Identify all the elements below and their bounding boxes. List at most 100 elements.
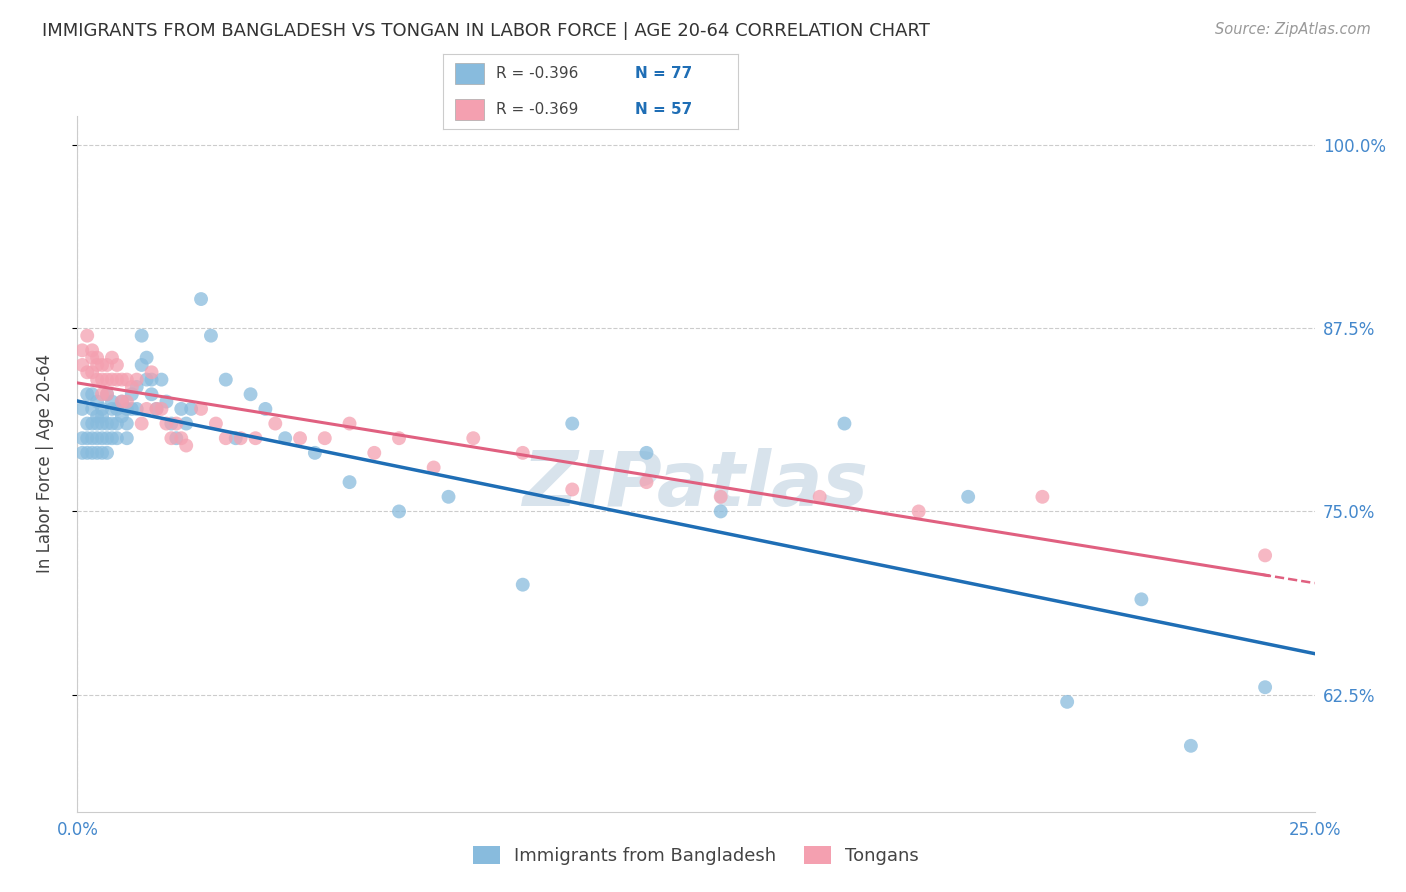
Point	[155, 417, 177, 431]
Point	[121, 380, 143, 394]
Point	[225, 431, 247, 445]
Point	[91, 431, 114, 445]
Point	[86, 417, 108, 431]
Text: N = 77: N = 77	[636, 66, 692, 81]
Point	[82, 365, 104, 379]
Point	[145, 401, 167, 416]
Point	[145, 401, 167, 416]
Point	[86, 446, 108, 460]
Point	[125, 401, 148, 416]
Point	[101, 401, 124, 416]
Point	[105, 417, 128, 431]
Text: IMMIGRANTS FROM BANGLADESH VS TONGAN IN LABOR FORCE | AGE 20-64 CORRELATION CHAR: IMMIGRANTS FROM BANGLADESH VS TONGAN IN …	[42, 22, 929, 40]
Point	[141, 387, 163, 401]
Point	[215, 373, 238, 387]
Point	[111, 394, 134, 409]
Point	[96, 387, 118, 401]
Point	[160, 431, 183, 445]
Point	[254, 401, 277, 416]
Point	[288, 431, 311, 445]
Point	[76, 417, 98, 431]
Point	[125, 380, 148, 394]
Point	[82, 431, 104, 445]
Point	[115, 373, 138, 387]
Point	[76, 328, 98, 343]
Point	[174, 438, 197, 452]
Point	[834, 417, 856, 431]
Point	[82, 417, 104, 431]
Point	[957, 490, 980, 504]
Point	[72, 358, 94, 372]
Point	[135, 351, 157, 365]
Point	[512, 446, 534, 460]
Point	[105, 431, 128, 445]
Point	[101, 373, 124, 387]
Point	[131, 328, 153, 343]
Point	[82, 351, 104, 365]
Point	[115, 417, 138, 431]
Point	[561, 483, 583, 497]
Point	[91, 401, 114, 416]
Point	[105, 373, 128, 387]
Point	[82, 343, 104, 358]
Point	[155, 394, 177, 409]
Point	[907, 504, 929, 518]
Text: R = -0.396: R = -0.396	[496, 66, 578, 81]
Point	[91, 446, 114, 460]
Point	[125, 373, 148, 387]
Text: R = -0.369: R = -0.369	[496, 102, 578, 117]
Point	[121, 387, 143, 401]
Point	[245, 431, 267, 445]
Point	[1254, 549, 1277, 563]
Point	[111, 394, 134, 409]
Point	[180, 401, 202, 416]
Point	[105, 401, 128, 416]
Point	[82, 446, 104, 460]
Point	[463, 431, 485, 445]
Point	[91, 417, 114, 431]
Bar	[454, 62, 484, 84]
Point	[96, 358, 118, 372]
Point	[121, 401, 143, 416]
Point	[274, 431, 297, 445]
Point	[101, 351, 124, 365]
Point	[115, 394, 138, 409]
Point	[150, 401, 173, 416]
Point	[115, 431, 138, 445]
Point	[72, 446, 94, 460]
Point	[363, 446, 385, 460]
Point	[82, 387, 104, 401]
Point	[388, 431, 411, 445]
Point	[710, 504, 733, 518]
Point	[1254, 680, 1277, 694]
Point	[170, 431, 193, 445]
Point	[91, 358, 114, 372]
Point	[314, 431, 336, 445]
Point	[101, 394, 124, 409]
Point	[86, 351, 108, 365]
Point	[82, 401, 104, 416]
Point	[105, 358, 128, 372]
Point	[96, 373, 118, 387]
Point	[76, 387, 98, 401]
Point	[135, 401, 157, 416]
Point	[200, 328, 222, 343]
Point	[76, 365, 98, 379]
Point	[239, 387, 262, 401]
Point	[86, 431, 108, 445]
Point	[205, 417, 228, 431]
Point	[1056, 695, 1078, 709]
Point	[422, 460, 444, 475]
Text: ZIPatlas: ZIPatlas	[523, 448, 869, 522]
Text: Source: ZipAtlas.com: Source: ZipAtlas.com	[1215, 22, 1371, 37]
Point	[101, 417, 124, 431]
Point	[561, 417, 583, 431]
Point	[96, 431, 118, 445]
Point	[190, 292, 212, 306]
Point	[1180, 739, 1202, 753]
Point	[150, 373, 173, 387]
Bar	[454, 99, 484, 120]
Point	[636, 475, 658, 490]
Point	[91, 373, 114, 387]
Point	[72, 431, 94, 445]
